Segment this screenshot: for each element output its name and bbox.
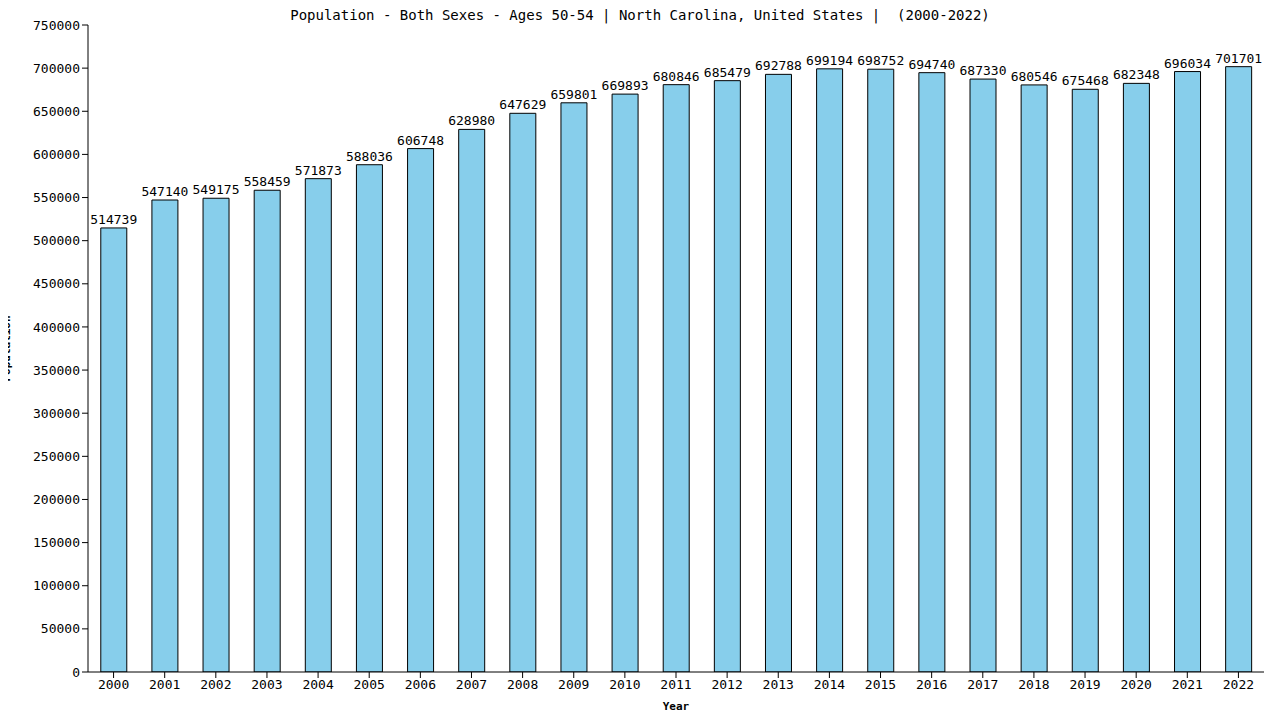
svg-text:2020: 2020 — [1121, 677, 1152, 692]
svg-text:2021: 2021 — [1172, 677, 1203, 692]
svg-text:514739: 514739 — [90, 212, 137, 227]
svg-text:150000: 150000 — [33, 535, 80, 550]
svg-text:750000: 750000 — [33, 18, 80, 33]
svg-text:2016: 2016 — [916, 677, 947, 692]
svg-text:2008: 2008 — [507, 677, 538, 692]
svg-text:687330: 687330 — [960, 63, 1007, 78]
svg-text:659801: 659801 — [550, 87, 597, 102]
svg-text:571873: 571873 — [295, 163, 342, 178]
svg-text:Year: Year — [663, 700, 690, 712]
svg-text:2009: 2009 — [558, 677, 589, 692]
svg-text:692788: 692788 — [755, 58, 802, 73]
svg-text:450000: 450000 — [33, 276, 80, 291]
svg-text:2000: 2000 — [98, 677, 129, 692]
svg-text:300000: 300000 — [33, 406, 80, 421]
svg-text:675468: 675468 — [1062, 73, 1109, 88]
svg-text:350000: 350000 — [33, 363, 80, 378]
svg-text:2022: 2022 — [1223, 677, 1254, 692]
svg-text:549175: 549175 — [193, 182, 240, 197]
svg-text:2003: 2003 — [251, 677, 282, 692]
svg-text:696034: 696034 — [1164, 56, 1211, 71]
svg-text:701701: 701701 — [1215, 51, 1262, 66]
svg-text:699194: 699194 — [806, 53, 853, 68]
svg-text:400000: 400000 — [33, 320, 80, 335]
svg-text:647629: 647629 — [499, 97, 546, 112]
svg-text:0: 0 — [72, 665, 80, 680]
svg-text:2005: 2005 — [354, 677, 385, 692]
svg-text:558459: 558459 — [244, 174, 291, 189]
svg-text:500000: 500000 — [33, 233, 80, 248]
svg-text:600000: 600000 — [33, 147, 80, 162]
svg-text:2019: 2019 — [1069, 677, 1100, 692]
svg-text:2015: 2015 — [865, 677, 896, 692]
svg-text:606748: 606748 — [397, 133, 444, 148]
svg-text:2012: 2012 — [711, 677, 742, 692]
svg-text:250000: 250000 — [33, 449, 80, 464]
svg-text:700000: 700000 — [33, 61, 80, 76]
svg-text:669893: 669893 — [602, 78, 649, 93]
svg-text:Population: Population — [8, 315, 13, 381]
svg-text:2006: 2006 — [405, 677, 436, 692]
svg-text:547140: 547140 — [141, 184, 188, 199]
svg-text:650000: 650000 — [33, 104, 80, 119]
html-text:Population - Both Sexes - Ages: Population - Both Sexes - Ages 50-54 | N… — [290, 7, 990, 23]
svg-text:50000: 50000 — [41, 621, 80, 636]
svg-text:2001: 2001 — [149, 677, 180, 692]
svg-text:680846: 680846 — [653, 69, 700, 84]
svg-text:550000: 550000 — [33, 190, 80, 205]
svg-text:588036: 588036 — [346, 149, 393, 164]
svg-text:200000: 200000 — [33, 492, 80, 507]
svg-text:2017: 2017 — [967, 677, 998, 692]
svg-text:685479: 685479 — [704, 65, 751, 80]
svg-text:2007: 2007 — [456, 677, 487, 692]
svg-text:2011: 2011 — [660, 677, 691, 692]
svg-text:2002: 2002 — [200, 677, 231, 692]
svg-text:2018: 2018 — [1018, 677, 1049, 692]
svg-text:100000: 100000 — [33, 578, 80, 593]
svg-text:680546: 680546 — [1011, 69, 1058, 84]
svg-text:2013: 2013 — [763, 677, 794, 692]
svg-text:698752: 698752 — [857, 53, 904, 68]
svg-text:2014: 2014 — [814, 677, 845, 692]
svg-text:2010: 2010 — [609, 677, 640, 692]
svg-text:628980: 628980 — [448, 113, 495, 128]
svg-text:2004: 2004 — [302, 677, 333, 692]
svg-text:682348: 682348 — [1113, 67, 1160, 82]
svg-text:694740: 694740 — [908, 57, 955, 72]
